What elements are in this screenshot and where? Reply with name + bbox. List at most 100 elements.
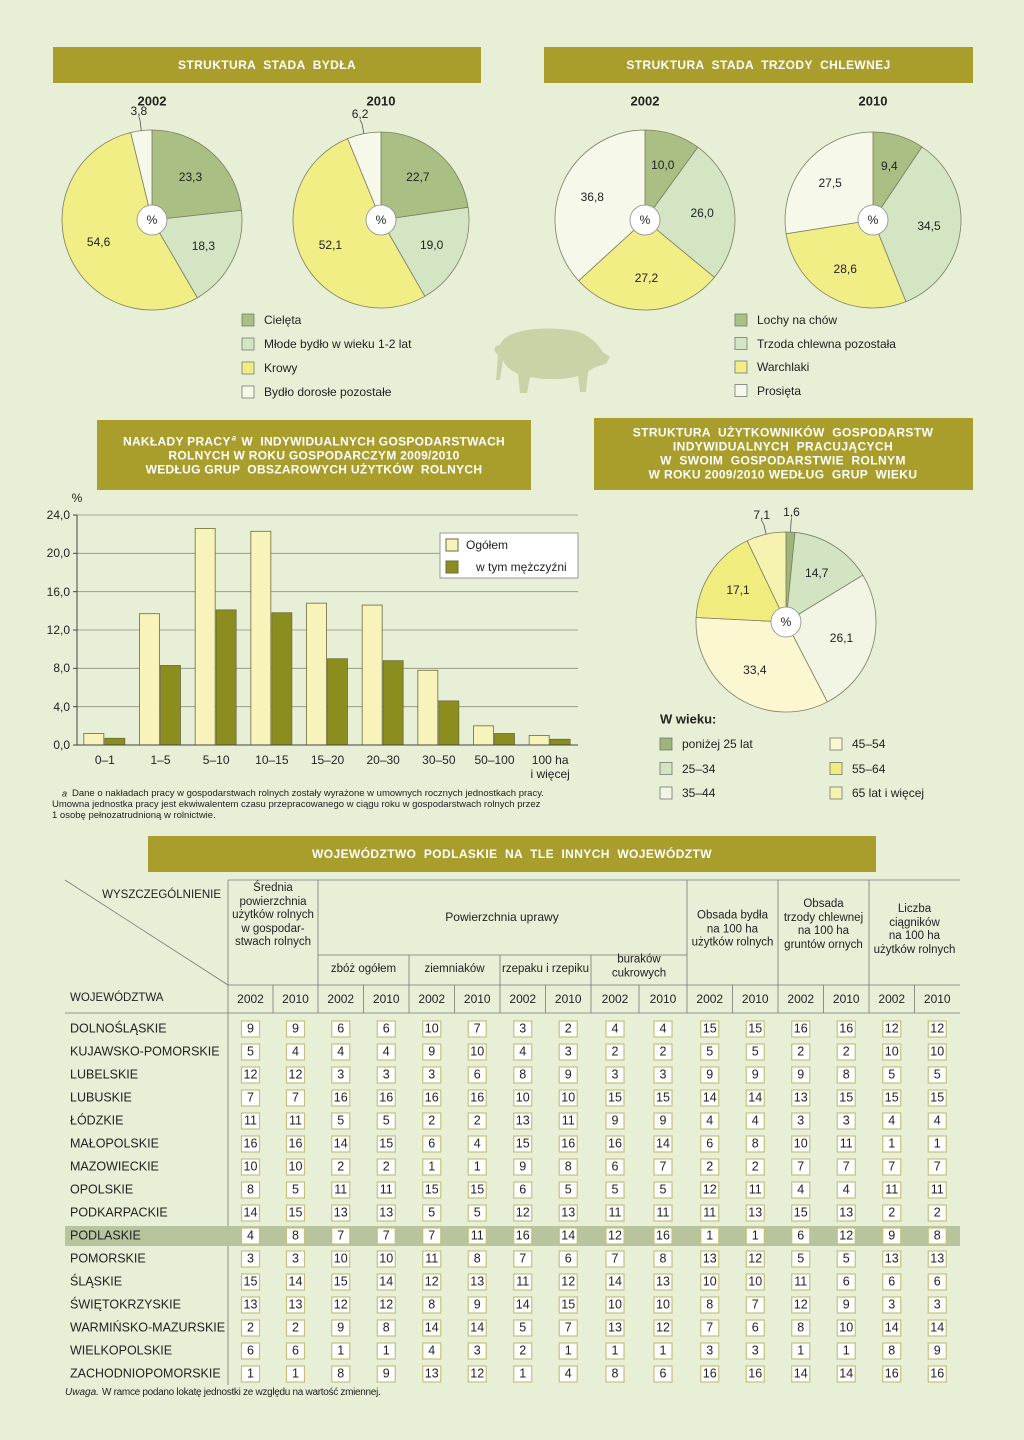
rank-box <box>882 1135 902 1153</box>
legend-label: 65 lat i więcej <box>852 785 925 800</box>
cell-value: 15 <box>884 1090 899 1105</box>
legend-label: Lochy na chów <box>757 312 838 327</box>
rank-box <box>331 1296 351 1314</box>
bar <box>271 612 293 746</box>
rank-box <box>558 1020 578 1038</box>
cell-value: 15 <box>608 1090 622 1105</box>
rank-box <box>285 1020 306 1038</box>
y-tick-label: 8,0 <box>53 661 70 676</box>
cell-value: 14 <box>288 1274 303 1289</box>
rank-box <box>285 1250 306 1268</box>
pie-value-label: 17,1 <box>726 582 750 597</box>
cell-value: 3 <box>473 1343 481 1358</box>
rank-box <box>836 1158 856 1176</box>
rank-box <box>422 1319 442 1337</box>
rank-box <box>285 1089 306 1107</box>
rank-box <box>927 1089 947 1107</box>
pie-center <box>136 204 168 236</box>
cell-value: 4 <box>292 1044 299 1059</box>
cell-value: 9 <box>292 1021 299 1036</box>
cell-value: 5 <box>933 1067 941 1082</box>
row-label: POMORSKIE <box>70 1251 146 1266</box>
cell-value: 12 <box>515 1205 530 1220</box>
cell-value: 2 <box>292 1320 299 1335</box>
pie-slice <box>61 132 198 311</box>
cell-value: 12 <box>561 1274 576 1289</box>
pie-value-label: 22,7 <box>406 170 430 185</box>
cell-value: 2 <box>751 1159 759 1174</box>
rank-box <box>285 1066 306 1084</box>
rank-box <box>558 1112 578 1130</box>
rank-box <box>240 1181 261 1199</box>
pie-slice <box>578 219 715 311</box>
cell-value: 16 <box>515 1228 530 1243</box>
cell-value: 4 <box>519 1044 527 1059</box>
pie-value-label: 1,6 <box>783 505 800 520</box>
rank-box <box>836 1227 856 1245</box>
cell-value: 4 <box>473 1136 481 1151</box>
cell-value: 3 <box>292 1251 299 1266</box>
pie-value-label: 27,5 <box>818 176 842 191</box>
pie-year: 2002 <box>630 93 660 109</box>
rank-box <box>791 1204 811 1222</box>
rank-box <box>882 1066 902 1084</box>
rank-box <box>422 1089 442 1107</box>
rank-box <box>605 1296 625 1314</box>
cell-value: 12 <box>748 1251 763 1266</box>
highlight-row <box>65 1226 960 1246</box>
cell-value: 6 <box>611 1159 619 1174</box>
rank-box <box>791 1135 811 1153</box>
cell-value: 5 <box>337 1113 345 1128</box>
cell-value: 5 <box>659 1182 667 1197</box>
section-header <box>544 47 973 83</box>
pie-slice <box>554 129 646 282</box>
rank-box <box>653 1365 673 1383</box>
cell-value: 14 <box>930 1320 945 1335</box>
legend-swatch <box>445 560 459 574</box>
cell-value: 16 <box>930 1366 945 1381</box>
rank-box <box>745 1135 765 1153</box>
cell-value: 14 <box>243 1205 258 1220</box>
rank-box <box>700 1158 720 1176</box>
legend-label: w tym mężczyźni <box>476 559 567 574</box>
rank-box <box>376 1342 396 1360</box>
footnote: Dane o nakładach pracy w gospodarstwach … <box>52 788 544 822</box>
cell-value: 6 <box>292 1343 299 1358</box>
column-header: rzepaku i rzepiku <box>502 963 589 976</box>
cell-value: 6 <box>473 1067 481 1082</box>
rank-box <box>467 1158 487 1176</box>
cell-value: 2 <box>888 1205 896 1220</box>
cell-value: 3 <box>428 1067 436 1082</box>
rank-box <box>558 1135 578 1153</box>
cell-value: 2 <box>428 1113 436 1128</box>
rank-box <box>836 1204 856 1222</box>
cell-value: 4 <box>751 1113 759 1128</box>
rank-box <box>331 1135 351 1153</box>
legend-label: Warchlaki <box>757 359 810 374</box>
cell-value: 9 <box>519 1159 527 1174</box>
cell-value: 9 <box>428 1044 436 1059</box>
rank-box <box>558 1296 578 1314</box>
rank-box <box>836 1365 856 1383</box>
rank-box <box>513 1227 533 1245</box>
rank-box <box>836 1273 856 1291</box>
cell-value: 6 <box>382 1021 390 1036</box>
year-header: 2002 <box>509 991 537 1006</box>
rank-box <box>836 1296 856 1314</box>
rank-box <box>791 1342 811 1360</box>
row-label: LUBELSKIE <box>70 1067 139 1082</box>
pie-year: 2010 <box>858 93 888 109</box>
rank-box <box>605 1365 625 1383</box>
rank-box <box>836 1020 856 1038</box>
rank-box <box>558 1273 578 1291</box>
rank-box <box>882 1250 902 1268</box>
cell-value: 6 <box>337 1021 345 1036</box>
x-tick-label: 100 ha i więcej <box>530 753 570 782</box>
cell-value: 12 <box>839 1228 854 1243</box>
cell-value: 9 <box>751 1067 759 1082</box>
rank-box <box>882 1043 902 1061</box>
rank-box <box>745 1066 765 1084</box>
rank-box <box>376 1043 396 1061</box>
cell-value: 13 <box>561 1205 576 1220</box>
cell-value: 9 <box>473 1297 481 1312</box>
